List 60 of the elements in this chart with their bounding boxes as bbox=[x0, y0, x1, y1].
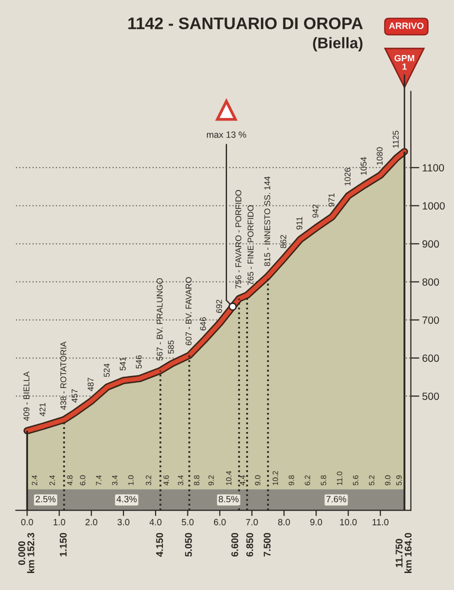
ref-line-label: 6.600 bbox=[231, 532, 238, 557]
ref-line-label: 11.750 km 164.0 bbox=[396, 532, 412, 573]
text: ARRIVO bbox=[389, 22, 424, 29]
x-tick-label: 10.0 bbox=[340, 518, 357, 526]
y-tick-label: 500 bbox=[422, 392, 439, 400]
chart-title: 1142 - SANTUARIO DI OROPA bbox=[128, 17, 363, 30]
annotation: GPM 1 bbox=[394, 54, 414, 70]
data-label: 546 bbox=[136, 355, 142, 369]
data-label: 1080 bbox=[376, 147, 383, 165]
x-tick-label: 4.0 bbox=[150, 518, 162, 526]
band-label: 8.5% bbox=[218, 496, 239, 502]
data-label: 815 - INNESTO SS. 144 bbox=[264, 176, 270, 266]
x-tick-label: 11.0 bbox=[372, 518, 388, 526]
band-label: 7.6% bbox=[326, 496, 346, 502]
annotation: max 13 % bbox=[206, 131, 246, 138]
x-tick-label: 6.0 bbox=[214, 518, 226, 526]
ref-line-label: 0.000 km 152.3 bbox=[18, 532, 34, 573]
data-label: 1026 bbox=[344, 168, 350, 186]
x-tick-label: 5.0 bbox=[182, 518, 194, 526]
data-label: 646 bbox=[200, 317, 206, 330]
data-label: 942 bbox=[312, 204, 318, 218]
x-tick-label: 3.0 bbox=[118, 518, 130, 526]
data-label: 585 bbox=[168, 340, 174, 354]
x-tick-label: 0.0 bbox=[21, 518, 34, 526]
data-label: 692 bbox=[216, 300, 222, 313]
x-tick-label: 7.0 bbox=[246, 518, 258, 526]
ref-line-label: 5.050 bbox=[185, 532, 192, 557]
data-label: 765 - FINE PORFIDO bbox=[248, 205, 254, 286]
data-label: 1125 bbox=[392, 130, 399, 148]
data-label: 409 - BIELLA bbox=[23, 371, 30, 421]
x-tick-label: 1.0 bbox=[54, 518, 66, 526]
data-label: 524 bbox=[104, 364, 110, 377]
data-label: 421 bbox=[40, 402, 46, 416]
data-label: 862 bbox=[280, 235, 286, 248]
y-tick-label: 600 bbox=[422, 354, 439, 362]
ref-line-label: 6.850 bbox=[246, 532, 254, 557]
ref-line-label: 1.150 bbox=[60, 532, 67, 556]
data-label: 438 - ROTATORIA bbox=[60, 341, 66, 410]
data-label: 567 - BV. PRALUNGO bbox=[156, 278, 163, 361]
x-tick-label: 2.0 bbox=[86, 518, 98, 526]
ref-line-label: 7.500 bbox=[264, 532, 271, 556]
y-tick-label: 1100 bbox=[422, 164, 444, 172]
data-label: 541 bbox=[120, 357, 126, 370]
x-tick-label: 8.0 bbox=[278, 518, 290, 526]
band-label: 4.3% bbox=[116, 496, 137, 502]
y-tick-label: 900 bbox=[422, 240, 439, 248]
y-tick-label: 800 bbox=[422, 278, 439, 286]
y-tick-label: 700 bbox=[422, 316, 439, 324]
x-tick-label: 9.0 bbox=[310, 518, 322, 526]
data-label: 911 bbox=[296, 216, 302, 230]
band-label: 2.5% bbox=[36, 496, 56, 502]
data-label: 971 bbox=[328, 194, 334, 207]
data-label: 457 bbox=[72, 389, 78, 403]
data-label: 1054 bbox=[360, 157, 367, 175]
ref-line-label: 4.150 bbox=[156, 532, 164, 557]
y-tick-label: 1000 bbox=[422, 202, 445, 210]
data-label: 756 - FAVARO - PORFIDO bbox=[235, 190, 242, 288]
chart-subtitle: (Biella) bbox=[313, 37, 362, 52]
data-label: 487 bbox=[88, 378, 94, 392]
data-label: 607 - BV. FAVARO bbox=[186, 277, 192, 346]
